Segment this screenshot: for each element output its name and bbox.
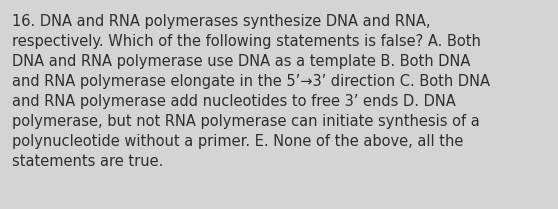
Text: 16. DNA and RNA polymerases synthesize DNA and RNA,
respectively. Which of the f: 16. DNA and RNA polymerases synthesize D… — [12, 14, 490, 169]
